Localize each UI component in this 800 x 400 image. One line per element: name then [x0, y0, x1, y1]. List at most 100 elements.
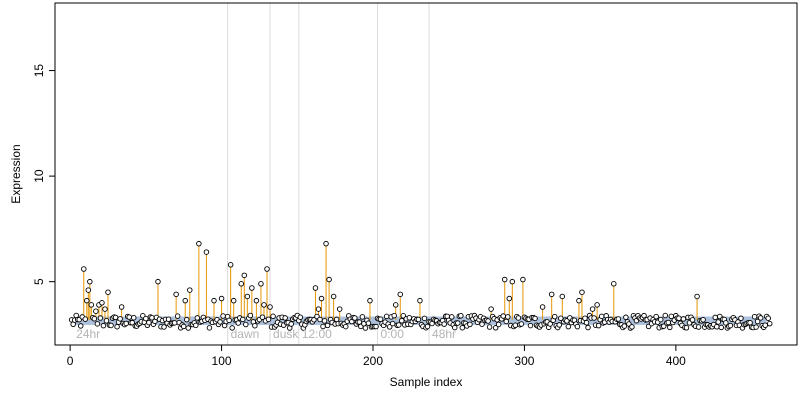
data-point [594, 302, 600, 308]
data-point [324, 322, 331, 329]
data-point [727, 322, 734, 329]
data-points [68, 240, 773, 331]
data-point [240, 316, 246, 323]
y-tick-label: 10 [32, 169, 46, 183]
data-point [585, 324, 591, 331]
data-point [323, 240, 329, 247]
data-point [330, 293, 337, 300]
data-point [479, 321, 485, 327]
data-point [99, 300, 105, 306]
data-point [753, 324, 759, 330]
data-point [261, 302, 267, 308]
data-point [421, 315, 428, 322]
data-point [108, 322, 114, 329]
x-axis: 0 100 200 300 400 [67, 345, 686, 368]
data-point [551, 313, 558, 320]
data-point [94, 321, 101, 327]
data-point [196, 240, 202, 247]
x-tick-label: 0 [67, 354, 74, 368]
data-point [383, 313, 390, 320]
data-point [362, 325, 369, 331]
data-point [318, 295, 325, 302]
data-point [267, 304, 273, 310]
data-point [657, 316, 664, 323]
data-point [312, 285, 319, 291]
data-point [386, 324, 393, 330]
data-point [723, 320, 729, 326]
data-point [220, 313, 226, 319]
data-point [182, 297, 188, 304]
data-point [565, 323, 572, 330]
data-point [288, 321, 294, 327]
data-point [757, 315, 764, 321]
data-point [84, 297, 90, 304]
y-tick-label: 5 [32, 278, 46, 285]
data-point [441, 321, 447, 327]
data-point [359, 314, 366, 320]
data-point [424, 323, 431, 330]
data-point [367, 297, 373, 304]
data-point [695, 324, 702, 330]
data-point [539, 304, 546, 310]
data-point [315, 306, 322, 312]
data-point [377, 316, 384, 322]
data-point [515, 315, 522, 321]
data-point [747, 319, 753, 326]
data-point [87, 278, 93, 285]
data-point [662, 312, 669, 319]
spike-lines [83, 243, 698, 320]
x-tick-label: 100 [212, 354, 232, 368]
data-point [718, 324, 725, 331]
data-point [194, 315, 201, 321]
data-point [193, 322, 199, 329]
data-point [676, 315, 682, 322]
data-point [415, 316, 422, 323]
data-point [270, 313, 276, 320]
data-point [548, 291, 555, 298]
data-point [455, 320, 461, 326]
data-point [155, 278, 161, 285]
data-point [399, 317, 405, 324]
data-point [241, 272, 248, 279]
data-point [488, 306, 494, 312]
data-point [712, 314, 718, 321]
data-point [680, 316, 687, 322]
data-point [576, 297, 582, 304]
x-tick-label: 300 [514, 354, 534, 368]
data-point [501, 276, 508, 283]
data-point [765, 315, 771, 321]
data-point [117, 316, 123, 322]
data-point [174, 313, 181, 319]
data-point [700, 316, 706, 323]
data-point [103, 318, 110, 324]
data-point [118, 304, 125, 310]
data-point [203, 249, 210, 255]
data-point [623, 314, 629, 321]
data-point [485, 318, 491, 324]
data-point [395, 322, 402, 328]
data-point [311, 317, 317, 323]
data-point [503, 318, 510, 325]
data-point [389, 320, 396, 327]
data-point [81, 266, 87, 272]
data-point [458, 313, 464, 319]
data-point [336, 306, 343, 312]
data-point [91, 315, 98, 322]
data-point [321, 318, 328, 324]
data-point [112, 314, 119, 321]
y-tick-label: 15 [32, 64, 46, 78]
data-point [146, 319, 152, 326]
data-point [282, 315, 288, 321]
data-point [130, 314, 137, 321]
data-point [100, 322, 107, 329]
data-point [583, 320, 590, 326]
data-point [713, 324, 720, 330]
data-point [259, 314, 266, 320]
data-point [317, 316, 323, 323]
data-point [500, 313, 506, 319]
data-point [527, 322, 534, 329]
data-point [589, 306, 596, 312]
data-point [238, 281, 245, 287]
data-point [506, 295, 513, 302]
data-point [547, 321, 553, 327]
